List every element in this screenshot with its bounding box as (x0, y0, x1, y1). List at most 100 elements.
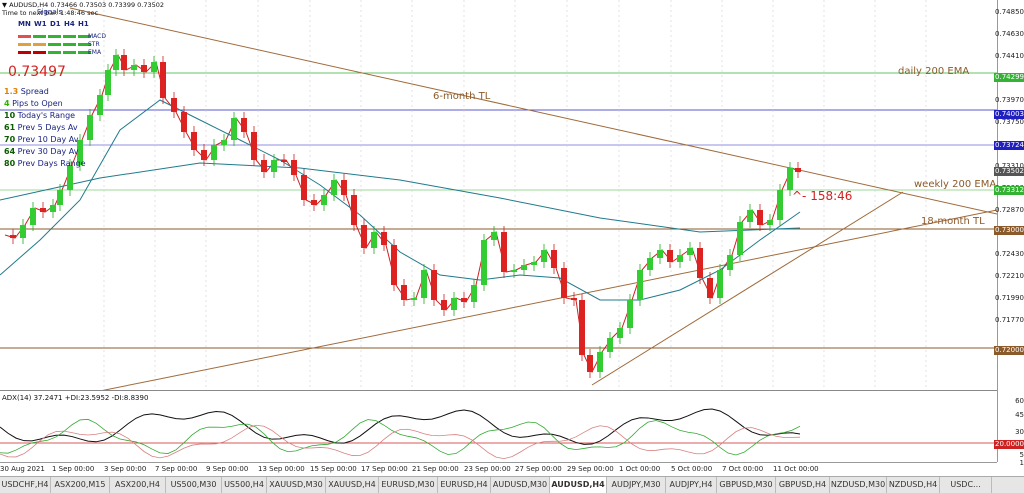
candlestick-chart[interactable] (0, 0, 998, 393)
chart-tab[interactable]: ASX200,M15 (51, 477, 110, 493)
chart-tab[interactable]: EURUSD,M30 (379, 477, 438, 493)
time-tick: 13 Sep 00:00 (258, 465, 305, 473)
time-tick: 1 Oct 00:00 (619, 465, 661, 473)
current-price: 0.73497 (8, 64, 66, 80)
candle-body (141, 65, 147, 72)
chart-tab[interactable]: XAUUSD,M30 (267, 477, 326, 493)
candle-body (757, 210, 763, 225)
price-tick: 0.72430 (995, 250, 1024, 258)
adx-tick: 30 (1015, 428, 1024, 436)
candle-body (441, 300, 447, 310)
candle-body (491, 232, 497, 240)
signal-ema-label: EMA (88, 49, 102, 56)
chart-tab[interactable]: AUDJPY,M30 (607, 477, 666, 493)
price-chart[interactable]: ▼ AUDUSD,H4 0.73466 0.73503 0.73399 0.73… (0, 0, 998, 393)
candle-body (727, 255, 733, 270)
chart-tabs: USDCHF,H4 ASX200,M15 ASX200,H4 US500,M30 US5… (0, 476, 1024, 493)
price-tick: 0.71770 (995, 316, 1024, 324)
candle-body (607, 338, 613, 352)
candle-body (291, 160, 297, 175)
hud-row: 10 Today's Range (4, 110, 75, 121)
ema-slow (0, 99, 801, 301)
candle-body (421, 270, 427, 298)
chart-tab[interactable]: NZDUSD,M30 (830, 477, 887, 493)
candle-body (795, 168, 801, 172)
candle-body (151, 62, 157, 72)
rising-trendline (591, 191, 904, 386)
chart-tab[interactable]: US500,H4 (222, 477, 267, 493)
candle-body (431, 270, 437, 300)
hud-label: Prev Days Range (15, 159, 86, 168)
hud-row: 1.3 Spread (4, 86, 49, 97)
signal-cell (18, 51, 31, 54)
eighteen-month-tl-label: 18-month TL (921, 216, 985, 227)
hud-value: 10 (4, 111, 16, 120)
chart-tab[interactable]: US500,M30 (166, 477, 222, 493)
chart-tab[interactable]: USDC... (940, 477, 992, 493)
candle-body (471, 285, 477, 302)
candle-body (737, 222, 743, 255)
time-tick: 30 Aug 2021 (0, 465, 45, 473)
candle-body (411, 298, 417, 300)
price-tick: 0.73750 (995, 118, 1024, 126)
chart-tab[interactable]: GBPUSD,M30 (717, 477, 776, 493)
candle-body (697, 248, 703, 278)
hud-row: 80 Prev Days Range (4, 158, 86, 169)
candle-body (667, 250, 673, 262)
price-tick: 0.74630 (995, 30, 1024, 38)
hud-label: Today's Range (15, 111, 76, 120)
candle-body (677, 255, 683, 262)
adx-tick: 1 (1019, 459, 1024, 467)
hud-value: 70 (4, 135, 16, 144)
time-tick: 1 Sep 00:00 (52, 465, 95, 473)
chart-tab[interactable]: NZDUSD,H4 (887, 477, 940, 493)
candle-body (501, 232, 507, 272)
signal-cell (33, 43, 46, 46)
hud-row: 70 Prev 10 Day Av (4, 134, 78, 145)
timeframe-d1: D1 (50, 20, 61, 28)
chart-tab[interactable]: USDCHF,H4 (0, 477, 51, 493)
candle-body (271, 160, 277, 172)
candle-body (251, 132, 257, 160)
hud-label: Prev 30 Day Av (15, 147, 79, 156)
time-tick: 21 Sep 00:00 (412, 465, 459, 473)
price-tick: 0.72210 (995, 272, 1024, 280)
price-axis[interactable]: 0.748500.746300.744100.741900.739700.737… (994, 0, 1024, 467)
candle-body (531, 262, 537, 265)
hud-label: Prev 5 Days Av (15, 123, 78, 132)
candle-body (637, 270, 643, 300)
ema-200 (0, 162, 801, 233)
signal-cell (78, 43, 91, 46)
chart-tab[interactable]: AUDUSD,H4 (550, 477, 607, 493)
bar-timer: Time to next bar: 1:48:46 sec (2, 9, 99, 17)
chart-tab[interactable]: GBPUSD,H4 (776, 477, 830, 493)
candle-body (261, 160, 267, 172)
price-level-box: 0.72000 (994, 346, 1024, 355)
candle-body (221, 140, 227, 145)
chart-tab[interactable]: EURUSD,H4 (438, 477, 491, 493)
adx-tick: 20.0000 (994, 440, 1024, 449)
hud-row: 64 Prev 30 Day Av (4, 146, 78, 157)
adx-panel[interactable]: ADX(14) 37.2471 +DI:23.5952 -DI:8.8390 (0, 392, 997, 462)
signal-cell (18, 43, 31, 46)
price-level-box: 0.73000 (994, 226, 1024, 235)
candle-body (87, 115, 93, 140)
candle-body (391, 245, 397, 285)
time-tick: 9 Sep 00:00 (206, 465, 249, 473)
signal-cell (48, 43, 61, 46)
chart-tab[interactable]: AUDJPY,H4 (666, 477, 717, 493)
chart-tab[interactable]: AUDUSD,M30 (491, 477, 550, 493)
candle-body (461, 298, 467, 302)
candle-body (331, 180, 337, 195)
candle-body (341, 180, 347, 195)
price-tick: 0.73310 (995, 162, 1024, 170)
signal-cell (48, 51, 61, 54)
signal-cell (63, 51, 76, 54)
timeframe-h1: H1 (78, 20, 89, 28)
time-tick: 15 Sep 00:00 (310, 465, 357, 473)
candle-body (121, 55, 127, 70)
candle-body (361, 225, 367, 248)
chart-tab[interactable]: ASX200,H4 (110, 477, 166, 493)
chart-tab[interactable]: XAUUSD,H4 (326, 477, 379, 493)
signal-cell (78, 51, 91, 54)
